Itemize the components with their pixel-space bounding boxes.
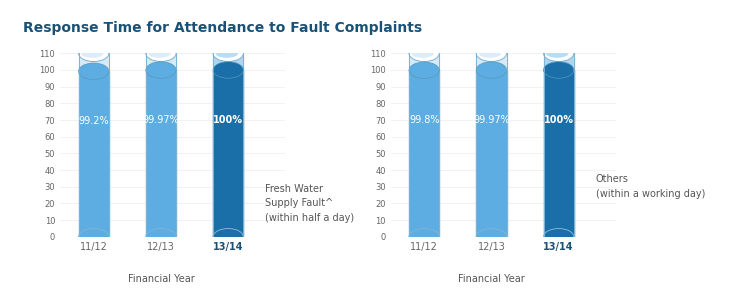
- Text: Financial Year: Financial Year: [128, 274, 195, 284]
- Ellipse shape: [409, 45, 439, 62]
- Ellipse shape: [79, 229, 109, 245]
- Ellipse shape: [81, 49, 104, 58]
- Bar: [544, 53, 574, 70]
- Ellipse shape: [409, 62, 439, 78]
- Ellipse shape: [146, 229, 176, 245]
- Ellipse shape: [213, 45, 243, 62]
- Bar: [476, 53, 506, 70]
- Ellipse shape: [476, 45, 506, 62]
- Bar: [409, 70, 439, 237]
- Bar: [409, 53, 439, 70]
- Text: 99.2%: 99.2%: [78, 116, 109, 126]
- Text: 100%: 100%: [544, 115, 574, 125]
- Ellipse shape: [409, 229, 439, 245]
- Ellipse shape: [79, 45, 109, 62]
- Text: 99.97%: 99.97%: [143, 115, 179, 125]
- Ellipse shape: [544, 229, 574, 245]
- Bar: [146, 53, 176, 70]
- Ellipse shape: [544, 62, 574, 78]
- Text: 99.8%: 99.8%: [409, 115, 439, 125]
- Text: Response Time for Attendance to Fault Complaints: Response Time for Attendance to Fault Co…: [23, 21, 421, 35]
- Ellipse shape: [216, 49, 238, 58]
- Ellipse shape: [213, 229, 243, 245]
- Ellipse shape: [79, 63, 109, 80]
- Ellipse shape: [148, 49, 170, 58]
- Text: Others
(within a working day): Others (within a working day): [596, 174, 705, 199]
- Text: Financial Year: Financial Year: [458, 274, 525, 284]
- Text: 99.97%: 99.97%: [473, 115, 510, 125]
- Bar: [544, 70, 574, 237]
- Ellipse shape: [213, 62, 243, 78]
- Ellipse shape: [412, 49, 434, 58]
- Text: 100%: 100%: [213, 115, 243, 125]
- Ellipse shape: [146, 62, 176, 78]
- Ellipse shape: [546, 49, 569, 58]
- Bar: [79, 53, 109, 71]
- Bar: [213, 70, 243, 237]
- Ellipse shape: [476, 229, 506, 245]
- Ellipse shape: [478, 49, 501, 58]
- Ellipse shape: [146, 45, 176, 62]
- Bar: [146, 70, 176, 237]
- Bar: [476, 70, 506, 237]
- Ellipse shape: [544, 45, 574, 62]
- Text: Fresh Water
Supply Fault^
(within half a day): Fresh Water Supply Fault^ (within half a…: [265, 184, 354, 223]
- Ellipse shape: [476, 62, 506, 78]
- Bar: [213, 53, 243, 70]
- Bar: [79, 71, 109, 237]
